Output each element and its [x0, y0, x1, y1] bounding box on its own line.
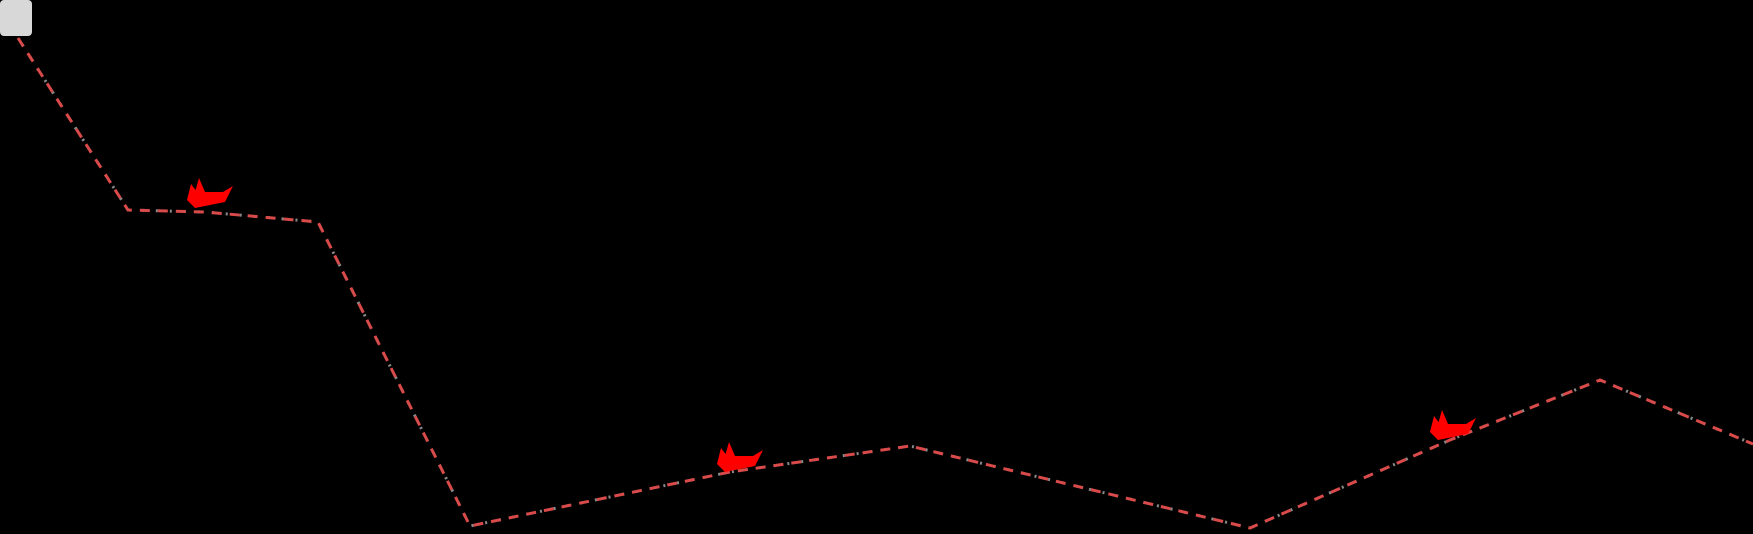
red-ship-icon[interactable] — [1430, 410, 1476, 440]
dashed-route — [16, 37, 1753, 530]
ship-fin — [725, 442, 735, 456]
ship-hull — [1430, 416, 1476, 440]
ship-hull — [187, 184, 233, 208]
route-under-dashes — [16, 37, 1753, 530]
red-ship-icon[interactable] — [717, 442, 763, 472]
ship-fin — [195, 178, 205, 192]
ship-hull — [717, 448, 763, 472]
gray-square-marker-icon[interactable] — [0, 0, 32, 36]
ship-fin — [1438, 410, 1448, 424]
route-red-dashes — [16, 37, 1753, 530]
red-ship-icon[interactable] — [187, 178, 233, 208]
